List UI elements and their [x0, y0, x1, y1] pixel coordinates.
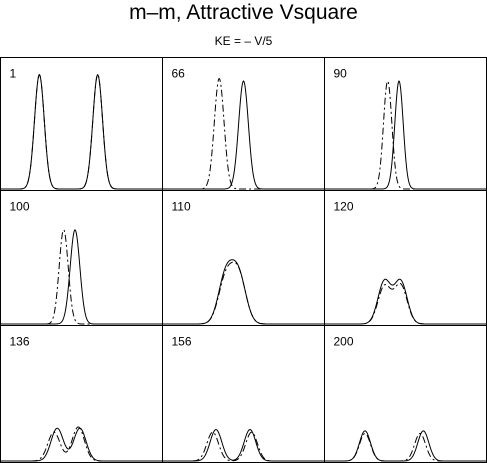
panel-frame: [0, 57, 163, 191]
series-dashed-line: [162, 261, 325, 325]
panel-frame: [324, 57, 487, 191]
series-dashed-line: [162, 431, 325, 462]
series-dashed-line: [0, 426, 163, 462]
series-dashed-line: [0, 73, 163, 190]
panel-66: 66: [162, 57, 325, 191]
series-dashed-line: [0, 229, 163, 325]
panel-frame: [162, 57, 325, 191]
series-solid-line: [324, 278, 487, 325]
panel-grid-svg: 1 66 90 100 110 120 136 156 200: [0, 57, 487, 463]
series-solid-line: [324, 80, 487, 190]
panel-136: 136: [0, 325, 163, 463]
series-dashed-line: [162, 77, 325, 190]
series-solid-line: [324, 430, 487, 462]
series-solid-line: [162, 259, 325, 325]
series-solid-line: [162, 80, 325, 190]
series-solid-line: [0, 73, 163, 190]
panel-label: 136: [10, 335, 30, 349]
series-solid-line: [0, 229, 163, 325]
panel-label: 66: [172, 67, 186, 81]
panel-100: 100: [0, 190, 163, 326]
chart-subtitle: KE = – V/5: [214, 34, 273, 48]
panel-label: 90: [334, 67, 348, 81]
panel-label: 110: [172, 200, 191, 214]
panel-label: 100: [10, 200, 30, 214]
series-solid-line: [0, 427, 163, 462]
panel-156: 156: [162, 325, 325, 463]
chart-title: m–m, Attractive Vsquare: [129, 1, 358, 24]
panel-200: 200: [324, 325, 487, 463]
panel-grid: 1 66 90 100 110 120 136 156 200: [0, 57, 487, 463]
panel-label: 200: [334, 335, 354, 349]
panel-120: 120: [324, 190, 487, 326]
panel-label: 1: [10, 67, 17, 81]
panel-90: 90: [324, 57, 487, 191]
series-dashed-line: [324, 432, 487, 462]
panel-label: 120: [334, 200, 354, 214]
series-solid-line: [162, 429, 325, 462]
panel-1: 1: [0, 57, 163, 191]
series-dashed-line: [324, 282, 487, 325]
series-dashed-line: [324, 80, 487, 190]
panel-110: 110: [162, 190, 325, 326]
panel-label: 156: [172, 335, 192, 349]
